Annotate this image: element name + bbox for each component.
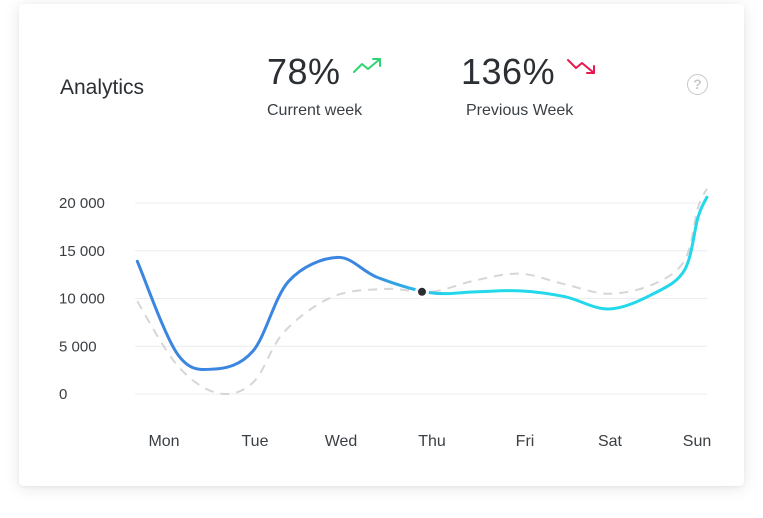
- stat-label: Current week: [267, 102, 363, 119]
- line-chart: 0 5 000 10 000 15 000 20 000 Mon Tue Wed Thu Fri…: [59, 188, 711, 450]
- x-tick-label: Tue: [242, 433, 269, 450]
- stat-current-week: 78% Current week: [267, 51, 381, 120]
- trend-up-icon: [353, 58, 381, 73]
- series-line-current: [135, 195, 709, 372]
- stat-value: 78%: [267, 51, 341, 92]
- y-axis: 0 5 000 10 000 15 000 20 000: [59, 195, 105, 403]
- stat-value: 136%: [461, 51, 556, 92]
- y-tick-label: 5 000: [59, 338, 97, 355]
- grid-lines: [135, 202, 707, 395]
- y-tick-label: 20 000: [59, 195, 105, 212]
- x-tick-label: Fri: [516, 433, 535, 450]
- analytics-card: Analytics 78% Current week 136% Previous…: [19, 4, 744, 486]
- x-tick-label: Sat: [598, 433, 623, 450]
- card-title: Analytics: [60, 76, 145, 99]
- stat-previous-week: 136% Previous Week: [461, 51, 595, 120]
- trend-down-icon: [567, 59, 595, 74]
- question-circle-icon[interactable]: ?: [687, 74, 708, 95]
- y-tick-label: 0: [59, 386, 67, 403]
- x-tick-label: Wed: [325, 433, 358, 450]
- stat-label: Previous Week: [466, 102, 574, 119]
- x-tick-label: Mon: [148, 433, 179, 450]
- x-tick-label: Thu: [418, 433, 446, 450]
- series-group: [135, 188, 709, 396]
- series-line-previous: [136, 188, 708, 396]
- x-axis: Mon Tue Wed Thu Fri Sat Sun: [148, 433, 711, 450]
- highlight-point[interactable]: [418, 287, 426, 296]
- y-tick-label: 10 000: [59, 291, 105, 308]
- x-tick-label: Sun: [683, 433, 711, 450]
- y-tick-label: 15 000: [59, 243, 105, 260]
